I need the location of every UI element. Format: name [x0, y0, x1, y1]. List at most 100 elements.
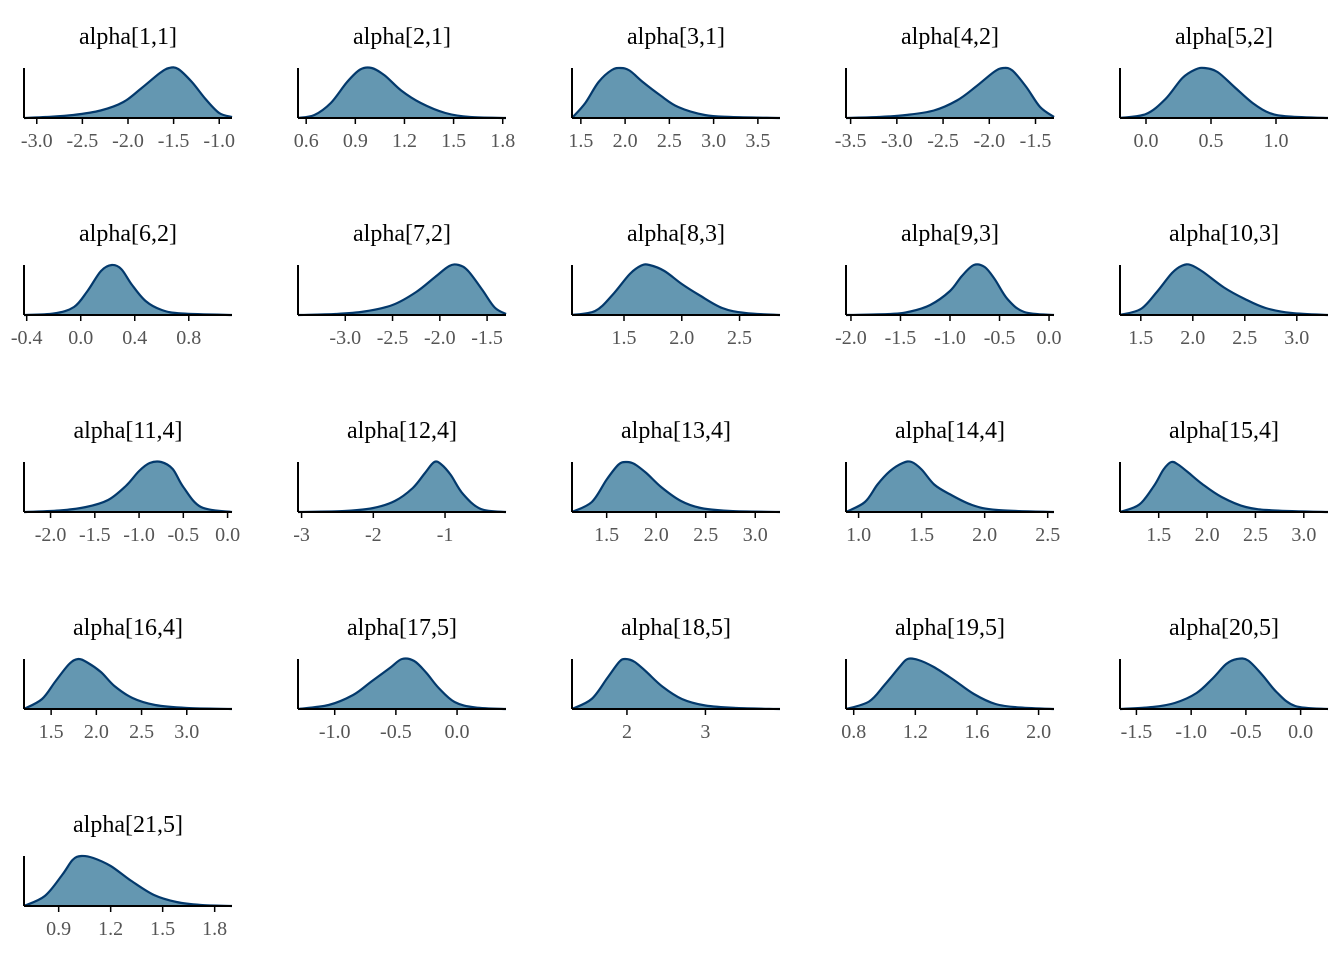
x-tick-label: 2.0 — [84, 721, 109, 743]
panel-title: alpha[5,2] — [1175, 24, 1273, 50]
density-area — [24, 855, 232, 906]
x-tick-label: 0.0 — [215, 524, 240, 546]
x-tick-label: -1.0 — [123, 524, 155, 546]
x-tick-label: 0.5 — [1199, 130, 1224, 152]
x-tick-label: 2.5 — [657, 130, 682, 152]
x-tick-label: 1.5 — [441, 130, 466, 152]
density-panel: alpha[14,4] 1.0 1.5 2.0 2.5 — [845, 418, 1060, 546]
x-tick-label: 2 — [622, 721, 632, 743]
x-tick-label: 1.0 — [846, 524, 871, 546]
x-tick-label: 1.5 — [150, 918, 175, 940]
density-line — [23, 460, 233, 514]
x-tick-label: 0.8 — [176, 327, 201, 349]
density-panel: alpha[4,2] -3.5 -3.0 -2.5 -2.0 -1.5 — [835, 24, 1055, 152]
panel-title: alpha[6,2] — [79, 221, 177, 247]
density-panel: alpha[18,5] 2 3 — [571, 615, 781, 743]
density-panel: alpha[7,2] -3.0 -2.5 -2.0 -1.5 — [297, 221, 507, 349]
density-area — [572, 264, 780, 315]
density-line — [23, 66, 233, 120]
x-tick-label: 2.0 — [1195, 524, 1220, 546]
x-tick-label: 3 — [700, 721, 710, 743]
density-area — [24, 67, 232, 118]
density-panel: alpha[12,4] -3 -2 -1 — [293, 418, 507, 546]
density-area — [298, 658, 506, 709]
density-panel: alpha[6,2] -0.4 0.0 0.4 0.8 — [11, 221, 233, 349]
x-tick-label: 1.2 — [903, 721, 928, 743]
panel-title: alpha[1,1] — [79, 24, 177, 50]
x-tick-label: 3.0 — [701, 130, 726, 152]
density-line — [845, 460, 1055, 514]
x-tick-label: 1.2 — [98, 918, 123, 940]
x-tick-label: 2.0 — [669, 327, 694, 349]
x-tick-label: 1.6 — [964, 721, 989, 743]
density-panel: alpha[9,3] -2.0 -1.5 -1.0 -0.5 0.0 — [835, 221, 1061, 349]
density-panel: alpha[3,1] 1.5 2.0 2.5 3.0 3.5 — [568, 24, 781, 152]
x-tick-label: -2.0 — [112, 130, 144, 152]
panel-title: alpha[21,5] — [73, 812, 183, 838]
density-line — [1119, 460, 1329, 514]
density-line — [297, 657, 507, 711]
x-tick-label: -0.5 — [1230, 721, 1262, 743]
x-tick-label: -3.0 — [329, 327, 361, 349]
density-panel: alpha[13,4] 1.5 2.0 2.5 3.0 — [571, 418, 781, 546]
density-panel: alpha[1,1] -3.0 -2.5 -2.0 -1.5 -1.0 — [21, 24, 235, 152]
density-panel: alpha[15,4] 1.5 2.0 2.5 3.0 — [1119, 418, 1329, 546]
density-area — [1120, 461, 1328, 512]
x-tick-label: 3.0 — [174, 721, 199, 743]
panel-title: alpha[8,3] — [627, 221, 725, 247]
x-tick-label: -0.4 — [11, 327, 43, 349]
x-tick-label: 0.9 — [343, 130, 368, 152]
density-line — [1119, 657, 1329, 711]
panel-title: alpha[16,4] — [73, 615, 183, 641]
x-tick-label: 2.0 — [1180, 327, 1205, 349]
x-tick-label: 2.0 — [972, 524, 997, 546]
x-tick-label: 3.0 — [1291, 524, 1316, 546]
x-tick-label: 1.5 — [1128, 327, 1153, 349]
density-panel: alpha[10,3] 1.5 2.0 2.5 3.0 — [1119, 221, 1329, 349]
density-line — [845, 263, 1055, 317]
density-line — [1119, 263, 1329, 317]
x-tick-label: 0.4 — [122, 327, 147, 349]
density-panel: alpha[5,2] 0.0 0.5 1.0 — [1119, 24, 1329, 152]
x-tick-label: -1.5 — [158, 130, 190, 152]
density-area — [298, 264, 506, 315]
x-tick-label: 0.0 — [68, 327, 93, 349]
density-area — [846, 264, 1054, 315]
density-panel: alpha[21,5] 0.9 1.2 1.5 1.8 — [23, 812, 233, 940]
x-tick-label: 0.0 — [1037, 327, 1062, 349]
panel-title: alpha[3,1] — [627, 24, 725, 50]
x-tick-label: 1.5 — [1146, 524, 1171, 546]
x-tick-label: -1.0 — [1175, 721, 1207, 743]
x-tick-label: -0.5 — [167, 524, 199, 546]
density-line — [297, 263, 507, 317]
panel-title: alpha[12,4] — [347, 418, 457, 444]
density-area — [846, 461, 1054, 512]
density-area — [572, 461, 780, 512]
x-tick-label: 0.0 — [1134, 130, 1159, 152]
density-area — [572, 67, 780, 118]
x-tick-label: 2.5 — [693, 524, 718, 546]
x-tick-label: -0.5 — [380, 721, 412, 743]
panel-title: alpha[4,2] — [901, 24, 999, 50]
density-panel: alpha[8,3] 1.5 2.0 2.5 — [571, 221, 781, 349]
density-line — [297, 66, 507, 120]
density-line — [23, 657, 233, 711]
x-tick-label: -1 — [437, 524, 454, 546]
density-area — [572, 658, 780, 709]
x-tick-label: 2.5 — [1232, 327, 1257, 349]
x-tick-label: -2.5 — [927, 130, 959, 152]
x-tick-label: 0.8 — [841, 721, 866, 743]
density-area — [24, 658, 232, 709]
x-tick-label: 3.5 — [745, 130, 770, 152]
x-tick-label: 0.0 — [1288, 721, 1313, 743]
x-tick-label: 2.0 — [1026, 721, 1051, 743]
panel-title: alpha[11,4] — [73, 418, 182, 444]
density-area — [298, 461, 506, 512]
x-tick-label: -3.5 — [835, 130, 867, 152]
x-tick-label: 1.8 — [202, 918, 227, 940]
density-area — [1120, 264, 1328, 315]
panel-title: alpha[19,5] — [895, 615, 1005, 641]
x-tick-label: 0.9 — [46, 918, 71, 940]
panel-title: alpha[2,1] — [353, 24, 451, 50]
x-tick-label: -1.5 — [885, 327, 917, 349]
